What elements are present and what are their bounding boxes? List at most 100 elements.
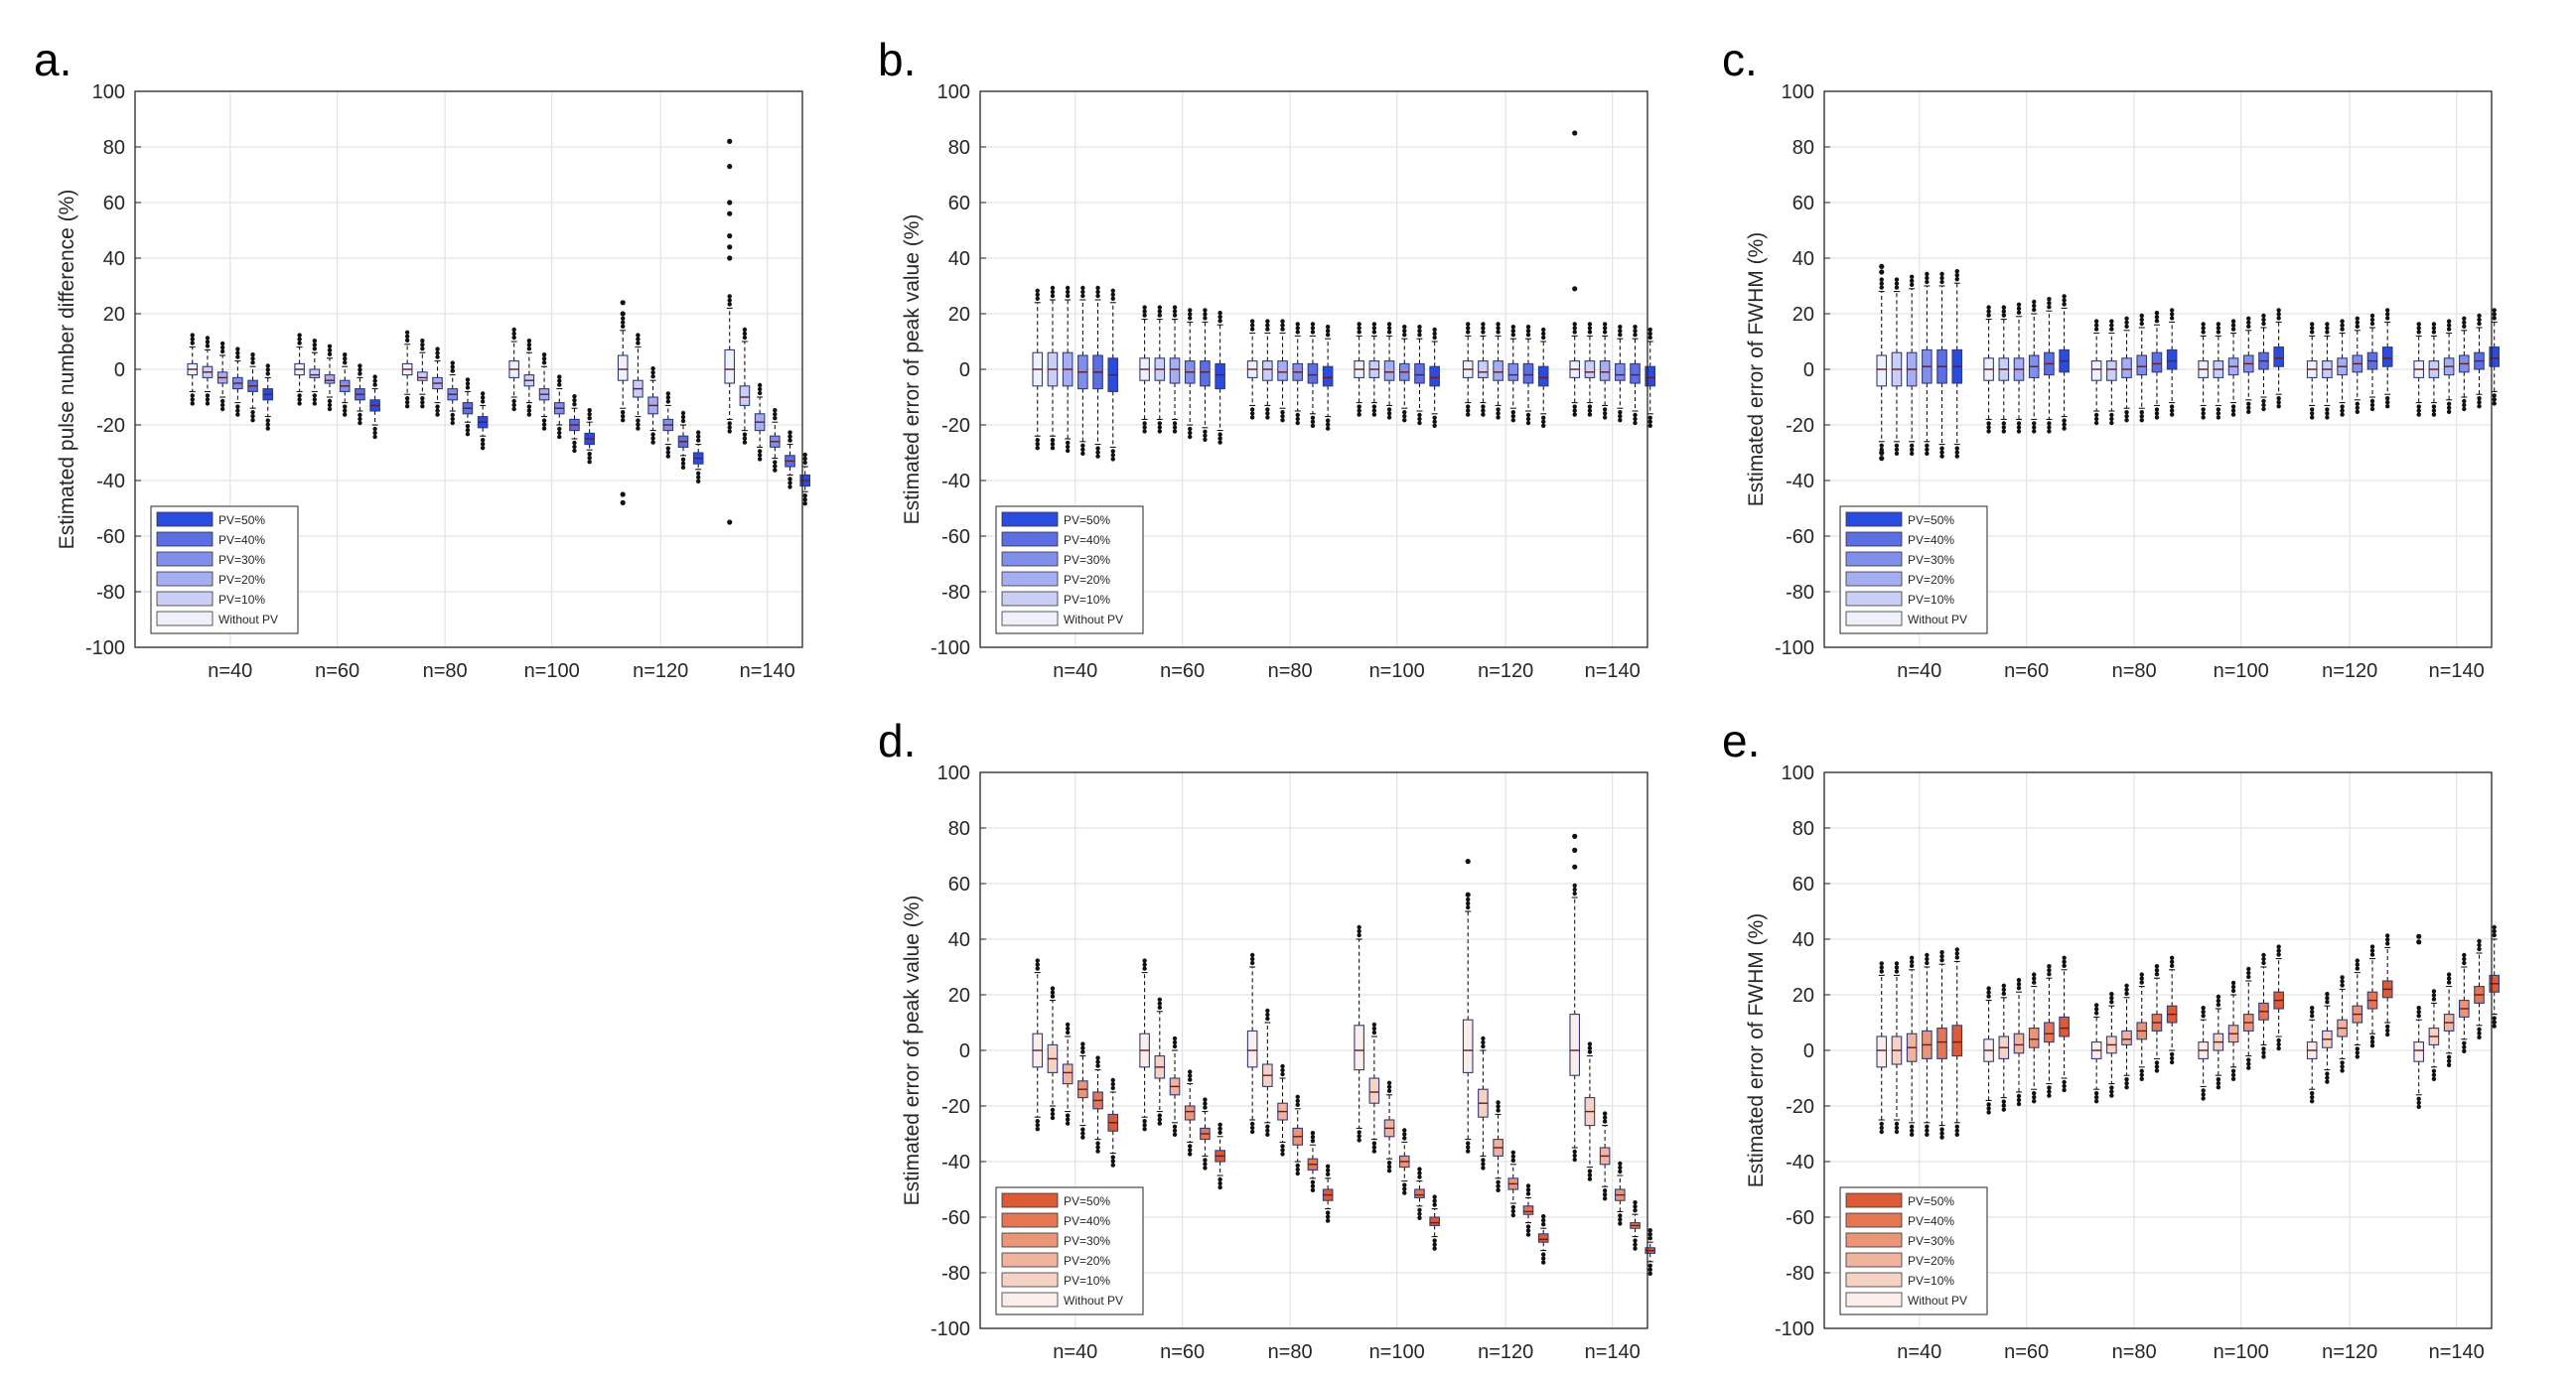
outlier [190,341,195,345]
outlier [1510,1154,1516,1160]
outlier [1647,327,1652,333]
box [1368,1077,1380,1104]
y-tick-label: -40 [1786,1152,1814,1174]
outlier [1035,446,1040,451]
outlier [2492,397,2497,402]
outlier [1541,331,1546,337]
outlier [2001,991,2007,996]
outlier [2032,299,2037,305]
outlier [435,404,440,409]
outlier [190,393,195,398]
y-tick-label: -80 [96,582,125,604]
outlier [2169,404,2175,409]
outlier [1894,1129,1900,1135]
outlier [2016,978,2022,983]
outlier [665,446,670,451]
outlier [1386,322,1392,327]
outlier [1510,1212,1516,1218]
legend-label: PV=30% [1064,1234,1110,1248]
outlier [190,337,195,342]
outlier [1481,1166,1486,1171]
y-tick-label: -80 [941,582,970,604]
outlier [450,360,455,365]
outlier [1496,330,1501,335]
outlier [480,446,486,451]
outlier [757,390,763,396]
outlier [1647,1228,1652,1233]
outlier [2369,402,2375,408]
outlier [696,475,701,480]
outlier [802,456,807,462]
box [1876,1036,1888,1068]
outlier [1909,447,1915,452]
outlier [1386,407,1392,412]
outlier [2124,410,2129,415]
outlier [2169,963,2175,968]
outlier [773,464,778,469]
outlier [1647,1267,1652,1273]
outlier [1909,274,1915,279]
outlier [1525,1187,1531,1192]
outlier [1325,329,1331,334]
outlier [1925,1124,1930,1130]
outlier [2385,400,2390,405]
y-tick-label: 80 [103,137,125,159]
outlier [2446,980,2452,985]
outlier [696,430,701,435]
outlier [787,430,792,435]
outlier [2246,405,2251,410]
legend-label: Without PV [1064,1294,1123,1308]
series-pv-50- [1107,288,1656,462]
outlier [541,360,547,365]
outlier [1371,1022,1377,1028]
outlier [557,426,562,432]
outlier [1481,1036,1486,1041]
outlier [572,444,577,450]
outlier [1954,277,1959,282]
chart-panel-2: c. 100 80 60 40 20 0 -20 -40 -60 -80 -100 n=40 n=60 n=… [1722,34,2501,682]
outlier [2446,1062,2452,1068]
outlier [2416,1096,2421,1102]
outlier [2261,1054,2266,1059]
outlier [372,426,377,432]
outlier [2462,1040,2467,1046]
outlier [773,416,778,421]
outlier [2431,993,2437,998]
outlier [526,404,532,409]
legend-swatch [1845,591,1903,607]
outlier [2169,1051,2175,1057]
outlier [2310,1095,2315,1100]
outlier [1939,450,1944,455]
outlier [2385,933,2390,938]
outlier [2062,959,2067,964]
box [617,354,629,381]
outlier [2369,317,2375,323]
outlier [1203,1101,1208,1106]
series-without-pv [1032,288,1581,451]
outlier [1188,1144,1193,1149]
outlier [219,398,225,404]
outlier [1496,1179,1501,1185]
outlier [1035,1123,1040,1128]
outlier [2230,323,2236,328]
outlier [1142,429,1147,434]
outlier [2369,948,2375,953]
outlier [2477,942,2482,948]
outlier [1249,960,1255,966]
outlier [2446,972,2452,977]
outlier [297,393,302,398]
outlier [2216,322,2221,327]
series-pv-10- [202,327,751,445]
outlier [1525,1183,1531,1188]
outlier [1050,285,1056,291]
outlier [621,316,626,321]
outlier [2462,1048,2467,1054]
outlier [2154,1060,2160,1065]
outlier [1618,414,1623,419]
outlier [1065,293,1071,299]
outlier [2369,406,2375,412]
outlier [2355,958,2360,963]
box [2121,357,2132,378]
outlier [250,418,255,423]
outlier [1172,1036,1178,1041]
